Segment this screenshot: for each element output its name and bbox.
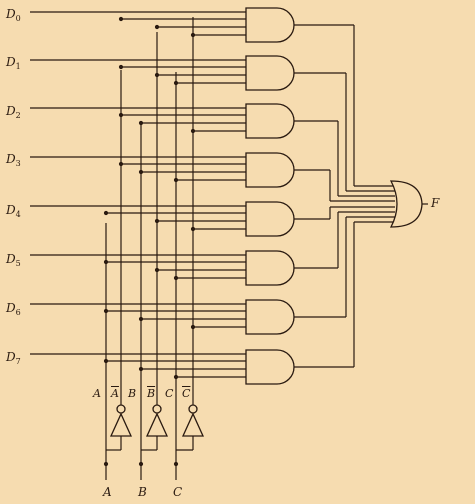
label-d0: D0 xyxy=(6,7,21,23)
junction-dot xyxy=(118,112,124,118)
label-d6: D6 xyxy=(6,301,21,317)
junction-dot xyxy=(103,210,109,216)
label-d7: D7 xyxy=(6,350,21,366)
junction-dot xyxy=(103,308,109,314)
junction-dot xyxy=(138,120,144,126)
label-line-b: B xyxy=(128,387,137,400)
junction-dot xyxy=(173,80,179,86)
and-gate xyxy=(245,7,295,43)
label-line-b-bar: B xyxy=(147,387,156,400)
junction-dot xyxy=(138,316,144,322)
junction-dot xyxy=(138,461,144,467)
wire-layer xyxy=(30,11,428,480)
label-d3: D3 xyxy=(6,152,21,168)
label-d5: D5 xyxy=(6,252,21,268)
junction-dot xyxy=(190,226,196,232)
and-gate xyxy=(245,299,295,335)
junction-dot xyxy=(154,218,160,224)
junction-dot xyxy=(154,72,160,78)
inverter-bubble xyxy=(152,404,162,414)
and-gate xyxy=(245,250,295,286)
label-input-c: C xyxy=(173,485,183,499)
junction-dot xyxy=(154,267,160,273)
or-gate xyxy=(389,180,423,228)
junction-dot xyxy=(173,177,179,183)
label-line-a: A xyxy=(93,387,101,400)
label-d2: D2 xyxy=(6,104,21,120)
and-gate xyxy=(245,103,295,139)
junction-dot xyxy=(138,169,144,175)
label-line-c: C xyxy=(165,387,174,400)
junction-dot xyxy=(154,24,160,30)
label-line-a-bar: A xyxy=(111,387,119,400)
junction-dot xyxy=(173,461,179,467)
and-gate xyxy=(245,201,295,237)
junction-layer xyxy=(103,16,196,467)
label-d1: D1 xyxy=(6,55,21,71)
label-line-c-bar: C xyxy=(182,387,191,400)
label-input-b: B xyxy=(138,485,147,499)
junction-dot xyxy=(118,16,124,22)
junction-dot xyxy=(173,374,179,380)
junction-dot xyxy=(190,128,196,134)
inverter-bubble xyxy=(116,404,126,414)
junction-dot xyxy=(118,64,124,70)
junction-dot xyxy=(118,161,124,167)
junction-dot xyxy=(173,275,179,281)
label-input-a: A xyxy=(103,485,112,499)
junction-dot xyxy=(138,366,144,372)
inverter xyxy=(145,412,169,437)
junction-dot xyxy=(190,324,196,330)
inverter xyxy=(181,412,205,437)
label-output-f: F xyxy=(431,196,440,210)
label-d4: D4 xyxy=(6,203,21,219)
junction-dot xyxy=(103,259,109,265)
and-gate xyxy=(245,55,295,91)
junction-dot xyxy=(103,358,109,364)
inverter-bubble xyxy=(188,404,198,414)
junction-dot xyxy=(103,461,109,467)
gate-layer xyxy=(109,7,423,437)
and-gate xyxy=(245,349,295,385)
inverter xyxy=(109,412,133,437)
and-gate xyxy=(245,152,295,188)
junction-dot xyxy=(190,32,196,38)
